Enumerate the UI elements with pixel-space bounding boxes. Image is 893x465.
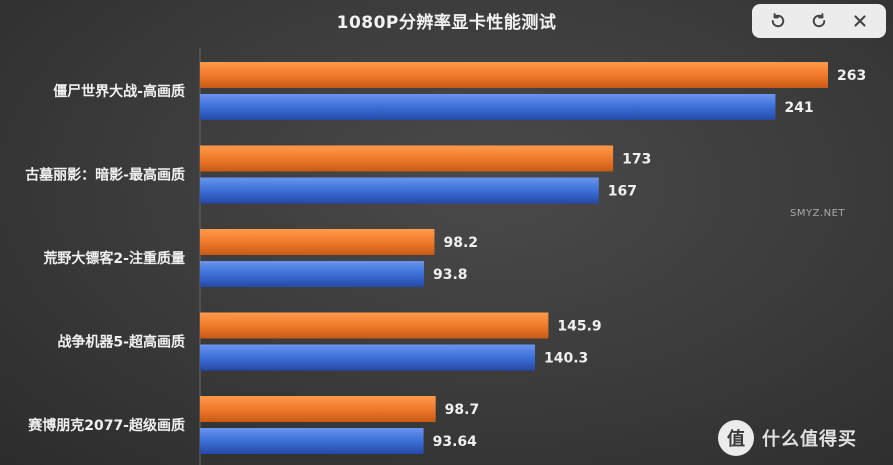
data-label: 145.9	[557, 319, 601, 335]
bar	[200, 428, 424, 454]
bar	[200, 344, 536, 371]
refresh-button[interactable]	[804, 6, 834, 36]
chart-title: 1080P分辨率显卡性能测试	[336, 13, 557, 33]
bar	[200, 312, 549, 339]
chart-controls	[752, 4, 886, 38]
bar	[200, 62, 828, 88]
bar	[200, 94, 776, 120]
category-label: 古墓丽影：暗影-最高画质	[25, 167, 185, 184]
data-label: 167	[608, 184, 637, 200]
data-label: 241	[784, 100, 813, 116]
undo-icon	[772, 13, 785, 28]
bar	[200, 261, 424, 287]
category-label: 荒野大镖客2-注重质量	[42, 250, 185, 267]
bar	[200, 396, 436, 422]
data-label: 93.64	[433, 434, 478, 450]
data-label: 263	[837, 68, 866, 84]
close-icon	[854, 15, 866, 27]
undo-button[interactable]	[763, 6, 793, 36]
watermark: 值 什么值得买	[718, 420, 857, 456]
category-label: 僵尸世界大战-高画质	[53, 83, 185, 100]
close-button[interactable]	[845, 6, 875, 36]
data-label: 98.7	[445, 402, 480, 418]
watermark-logo: 值	[718, 420, 754, 456]
watermark-site: SMYZ.NET	[790, 208, 846, 219]
data-label: 140.3	[544, 351, 588, 367]
refresh-icon	[812, 13, 826, 28]
bar	[200, 177, 599, 204]
category-label: 战争机器5-超高画质	[57, 334, 185, 351]
bar	[200, 145, 614, 172]
data-label: 173	[622, 152, 651, 168]
category-label: 赛博朋克2077-超级画质	[27, 417, 185, 434]
data-label: 98.2	[443, 235, 478, 251]
data-label: 93.8	[433, 267, 468, 283]
bar	[200, 229, 435, 255]
watermark-text: 什么值得买	[762, 429, 857, 450]
